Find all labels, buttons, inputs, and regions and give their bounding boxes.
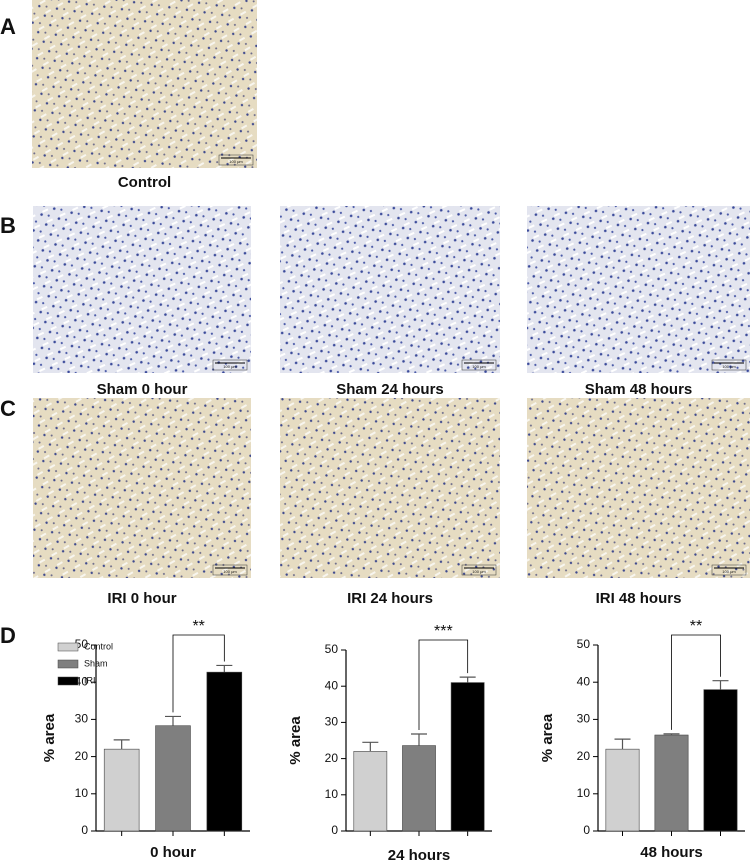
y-tick-label: 40 <box>325 678 339 692</box>
bar <box>206 671 243 832</box>
scale-label: 100 μm <box>472 364 486 369</box>
y-tick-label: 30 <box>325 715 339 729</box>
scale-box <box>218 154 254 166</box>
error-bar <box>663 733 680 736</box>
micrograph <box>33 206 251 373</box>
significance-bracket <box>172 634 225 713</box>
significance-label: *** <box>434 623 453 640</box>
y-tick-label: 30 <box>577 712 591 726</box>
bar <box>654 734 689 832</box>
image-caption: Sham 48 hours <box>585 381 693 398</box>
y-tick-label: 50 <box>325 642 339 656</box>
image-caption: IRI 48 hours <box>596 590 682 607</box>
error-bar <box>113 739 130 750</box>
x-axis-label: 48 hours <box>640 844 703 861</box>
y-tick-label: 10 <box>75 786 89 800</box>
bar <box>605 748 640 832</box>
panel-label: D <box>0 623 16 648</box>
scale-box <box>461 564 497 576</box>
error-bar <box>362 741 379 752</box>
x-axis-label: 0 hour <box>150 844 196 861</box>
y-tick-label: 20 <box>577 749 591 763</box>
bar <box>402 745 436 832</box>
scale-label: 100 μm <box>229 159 243 164</box>
micrograph <box>527 398 750 578</box>
image-caption: Sham 24 hours <box>336 381 444 398</box>
y-tick-label: 10 <box>577 786 591 800</box>
micrograph <box>280 206 500 373</box>
significance-label: ** <box>690 618 702 635</box>
image-caption: IRI 0 hour <box>107 590 176 607</box>
error-bar <box>712 680 729 690</box>
legend-swatch <box>57 676 79 686</box>
legend-swatch <box>57 642 79 652</box>
bar <box>353 751 388 832</box>
significance-bracket <box>671 634 721 730</box>
scale-label: 100 μm <box>722 364 736 369</box>
micrograph <box>527 206 750 373</box>
legend-label: Sham <box>84 658 108 668</box>
scale-box <box>461 359 497 371</box>
y-tick-label: 30 <box>75 712 89 726</box>
scale-label: 100 μm <box>223 364 237 369</box>
y-axis-label: % area <box>41 713 58 762</box>
y-tick-label: 20 <box>75 749 89 763</box>
panel-label: C <box>0 396 16 421</box>
y-axis-label: % area <box>287 716 304 765</box>
error-bar <box>459 676 476 683</box>
error-bar <box>614 738 631 750</box>
y-tick-label: 0 <box>81 823 88 837</box>
micrograph <box>280 398 500 578</box>
scale-box <box>212 359 248 371</box>
panel-label: B <box>0 213 16 238</box>
bar <box>703 689 738 832</box>
micrograph <box>32 0 257 168</box>
scale-box <box>711 564 747 576</box>
scale-box <box>711 359 747 371</box>
y-tick-label: 0 <box>583 823 590 837</box>
error-bar <box>411 733 427 746</box>
bar <box>103 748 140 832</box>
y-tick-label: 10 <box>325 787 339 801</box>
image-caption: IRI 24 hours <box>347 590 433 607</box>
error-bar <box>216 664 233 673</box>
significance-bracket <box>418 639 469 730</box>
image-caption: Sham 0 hour <box>97 381 188 398</box>
scale-label: 100 μm <box>722 569 736 574</box>
panel-label: A <box>0 14 16 39</box>
scale-label: 100 μm <box>223 569 237 574</box>
y-tick-label: 50 <box>577 637 591 651</box>
micrograph <box>33 398 251 578</box>
scale-label: 100 μm <box>472 569 486 574</box>
error-bar <box>165 715 181 726</box>
significance-label: ** <box>192 618 204 635</box>
x-axis-label: 24 hours <box>388 847 451 862</box>
legend-label: IRI <box>84 675 96 685</box>
legend-swatch <box>57 659 79 669</box>
y-tick-label: 20 <box>325 751 339 765</box>
y-axis-label: % area <box>539 713 556 762</box>
y-tick-label: 0 <box>331 823 338 837</box>
legend-label: Control <box>84 641 113 651</box>
scale-box <box>212 564 248 576</box>
bar <box>155 725 191 832</box>
y-tick-label: 40 <box>577 674 591 688</box>
image-caption: Control <box>118 174 171 191</box>
bar <box>450 682 485 832</box>
